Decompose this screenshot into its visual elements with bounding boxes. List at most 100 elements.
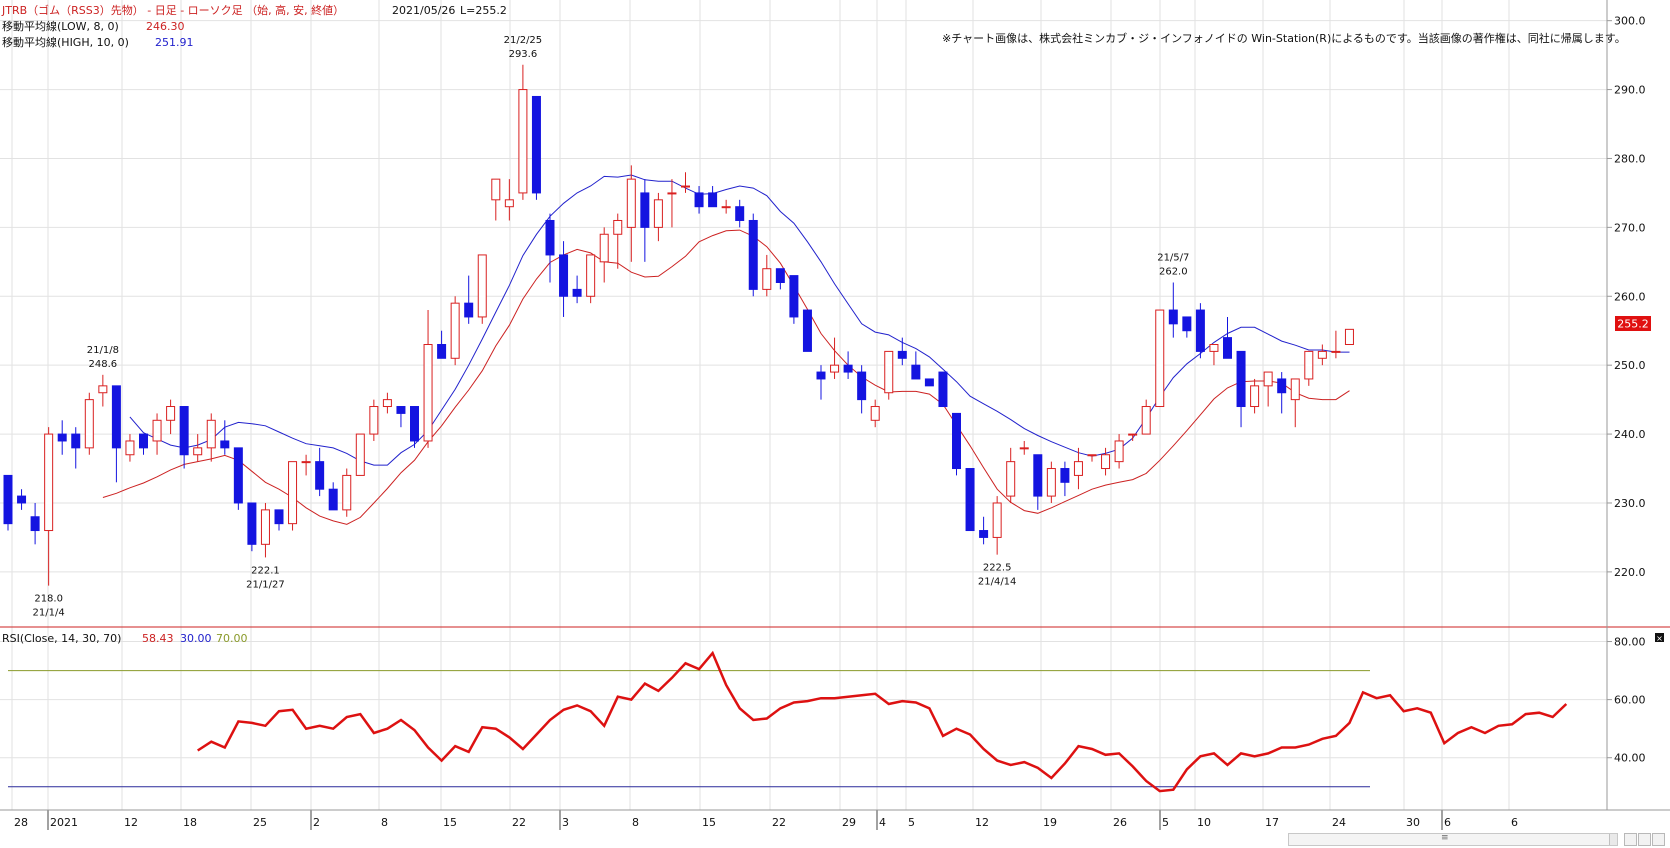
candle-up[interactable] [260,502,270,558]
candle-down[interactable] [897,337,907,366]
candle-up[interactable] [1209,344,1219,366]
candle-down[interactable] [17,489,27,510]
candle-down[interactable] [640,179,650,262]
candle-down[interactable] [111,385,121,483]
candle-down[interactable] [464,275,474,324]
candle-up[interactable] [1344,328,1354,346]
candle-down[interactable] [559,241,569,317]
candle-up[interactable] [1087,454,1097,462]
candle-down[interactable] [545,213,555,283]
candle-down[interactable] [694,186,704,214]
zoom-in-icon[interactable] [1638,833,1651,846]
candle-up[interactable] [342,468,352,517]
close-icon[interactable]: × [1655,633,1664,643]
candle-down[interactable] [952,412,961,476]
candle-down[interactable] [30,502,40,545]
zoom-out-icon[interactable] [1624,833,1637,846]
scrollbar-thumb[interactable]: ≡ [1289,833,1610,845]
candle-up[interactable] [830,337,840,379]
candle-up[interactable] [84,392,94,455]
candle-down[interactable] [1195,303,1205,359]
candle-down[interactable] [924,378,934,387]
candle-up[interactable] [1114,434,1124,469]
candle-up[interactable] [1101,447,1111,476]
candle-up[interactable] [98,374,108,407]
candle-down[interactable] [247,502,257,552]
candle-down[interactable] [220,420,230,455]
candle-up[interactable] [681,172,690,193]
candle-up[interactable] [1141,399,1151,435]
candle-up[interactable] [586,254,596,304]
candle-down[interactable] [1223,316,1232,359]
candle-up[interactable] [870,399,880,428]
candle-up[interactable] [653,192,663,242]
candle-up[interactable] [125,434,135,462]
candle-up[interactable] [884,350,894,400]
candle-up[interactable] [667,179,677,228]
candle-up[interactable] [1073,447,1083,490]
candle-down[interactable] [857,365,867,414]
candle-up[interactable] [477,254,487,324]
candle-up[interactable] [1317,344,1327,366]
candle-up[interactable] [166,399,176,435]
candle-down[interactable] [233,447,243,510]
candle-up[interactable] [1304,350,1314,386]
candle-down[interactable] [410,406,419,448]
candle-up[interactable] [1331,330,1341,359]
candle-down[interactable] [531,95,541,200]
candle-down[interactable] [315,447,325,497]
candle-down[interactable] [911,351,921,380]
candle-up[interactable] [450,296,460,366]
candle-down[interactable] [139,433,148,455]
candle-up[interactable] [206,413,216,462]
candle-up[interactable] [992,496,1002,555]
candle-up[interactable] [762,254,772,297]
candle-up[interactable] [1250,378,1260,414]
candle-up[interactable] [1006,447,1016,503]
candle-down[interactable] [1277,372,1287,414]
candle-down[interactable] [1033,454,1043,510]
candle-down[interactable] [572,275,582,304]
candle-down[interactable] [1168,282,1178,338]
candle-up[interactable] [626,165,636,262]
candle-up[interactable] [599,227,609,283]
candle-down[interactable] [437,330,447,359]
candle-up[interactable] [369,399,379,441]
candle-up[interactable] [504,179,514,221]
grid-toggle-icon[interactable] [1652,833,1665,846]
candle-up[interactable] [193,434,203,462]
candle-up[interactable] [1290,378,1300,428]
candle-down[interactable] [816,365,826,400]
candle-down[interactable] [965,468,975,532]
candle-up[interactable] [1019,440,1029,455]
candle-down[interactable] [328,482,338,511]
candle-up[interactable] [301,454,311,476]
candle-down[interactable] [802,309,812,352]
candle-down[interactable] [1060,461,1070,497]
candle-down[interactable] [708,186,718,208]
candle-up[interactable] [1128,433,1138,441]
candle-down[interactable] [71,427,81,469]
candle-down[interactable] [938,371,948,408]
candle-up[interactable] [613,213,623,269]
candle-down[interactable] [179,406,189,469]
candlestick-layer[interactable] [3,64,1354,586]
candle-up[interactable] [423,310,433,448]
candle-down[interactable] [1236,350,1246,428]
horizontal-scrollbar[interactable]: ≡ [1288,833,1618,846]
candle-up[interactable] [491,178,501,221]
candle-down[interactable] [775,268,785,290]
candle-down[interactable] [843,351,853,379]
candle-down[interactable] [979,516,989,545]
candle-up[interactable] [518,64,528,200]
candle-up[interactable] [288,461,298,531]
candle-down[interactable] [748,213,758,297]
candle-down[interactable] [274,509,284,531]
candle-up[interactable] [382,392,392,414]
candle-down[interactable] [789,275,799,324]
candle-down[interactable] [3,474,13,531]
candle-up[interactable] [1155,309,1165,408]
candle-down[interactable] [396,406,406,428]
candle-up[interactable] [1046,461,1056,503]
candle-up[interactable] [721,199,731,214]
